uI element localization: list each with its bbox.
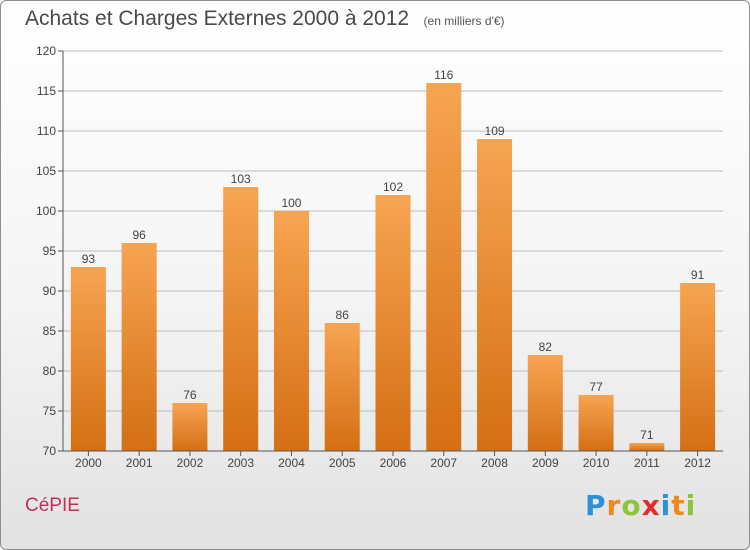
bar xyxy=(172,403,208,451)
logo-letter: t xyxy=(671,489,686,522)
bar xyxy=(223,187,259,451)
chart-subtitle: (en milliers d'€) xyxy=(423,14,505,28)
x-tick-label: 2002 xyxy=(177,456,204,470)
bar xyxy=(426,83,462,451)
data-label: 86 xyxy=(336,308,350,322)
y-tick-label: 95 xyxy=(43,244,57,258)
data-label: 91 xyxy=(691,268,705,282)
bar xyxy=(527,355,563,451)
data-label: 71 xyxy=(640,428,654,442)
logo-letter: i xyxy=(660,489,672,522)
bar-layer: 93 96 76 103 100 86 102 116 109 82 77 71 91 xyxy=(70,68,716,451)
x-tick-label: 2011 xyxy=(634,456,660,470)
y-tick-label: 110 xyxy=(37,124,56,138)
data-label: 116 xyxy=(434,68,453,82)
logo-letter: r xyxy=(606,489,622,522)
y-tick-label: 120 xyxy=(36,44,56,58)
bar xyxy=(273,211,309,451)
axis-layer: 70 75 80 85 90 95 100 105 110 115 120 2000 2001 2002 2… xyxy=(36,44,723,470)
data-label: 102 xyxy=(383,180,403,194)
data-label: 77 xyxy=(589,380,603,394)
bar xyxy=(121,243,157,451)
y-tick-label: 75 xyxy=(43,404,57,418)
bar xyxy=(680,283,716,451)
data-label: 100 xyxy=(281,196,301,210)
y-tick-label: 100 xyxy=(36,204,56,218)
bar xyxy=(324,323,360,451)
commune-name: CéPIE xyxy=(25,495,80,516)
bar xyxy=(578,395,614,451)
bar xyxy=(477,139,513,451)
y-tick-label: 90 xyxy=(43,284,57,298)
bar xyxy=(70,267,106,451)
x-tick-label: 2005 xyxy=(329,456,356,470)
data-label: 96 xyxy=(132,228,146,242)
x-tick-label: 2012 xyxy=(684,456,711,470)
x-tick-label: 2007 xyxy=(430,456,457,470)
chart-title: Achats et Charges Externes 2000 à 2012 xyxy=(25,7,410,30)
data-label: 82 xyxy=(539,340,553,354)
x-tick-label: 2004 xyxy=(278,456,305,470)
x-tick-label: 2003 xyxy=(227,456,254,470)
bar xyxy=(629,443,665,451)
x-tick-label: 2008 xyxy=(481,456,508,470)
x-tick-label: 2000 xyxy=(75,456,102,470)
y-tick-label: 105 xyxy=(36,164,56,178)
y-tick-label: 115 xyxy=(37,84,56,98)
x-tick-label: 2001 xyxy=(126,456,153,470)
y-tick-label: 80 xyxy=(43,364,57,378)
logo-letter: o xyxy=(621,489,642,522)
proxiti-logo: Proxiti xyxy=(585,489,696,522)
bar xyxy=(375,195,411,451)
x-tick-label: 2010 xyxy=(583,456,610,470)
logo-letter: i xyxy=(685,489,697,522)
logo-letter: x xyxy=(641,489,661,522)
data-label: 103 xyxy=(231,172,251,186)
data-label: 76 xyxy=(183,388,197,402)
logo-letter: P xyxy=(585,489,607,522)
y-tick-label: 70 xyxy=(43,444,57,458)
x-tick-label: 2009 xyxy=(532,456,559,470)
x-tick-label: 2006 xyxy=(380,456,407,470)
data-label: 93 xyxy=(82,252,96,266)
title-line: Achats et Charges Externes 2000 à 2012 (… xyxy=(25,7,505,31)
data-label: 109 xyxy=(485,124,505,138)
y-tick-label: 85 xyxy=(43,324,57,338)
